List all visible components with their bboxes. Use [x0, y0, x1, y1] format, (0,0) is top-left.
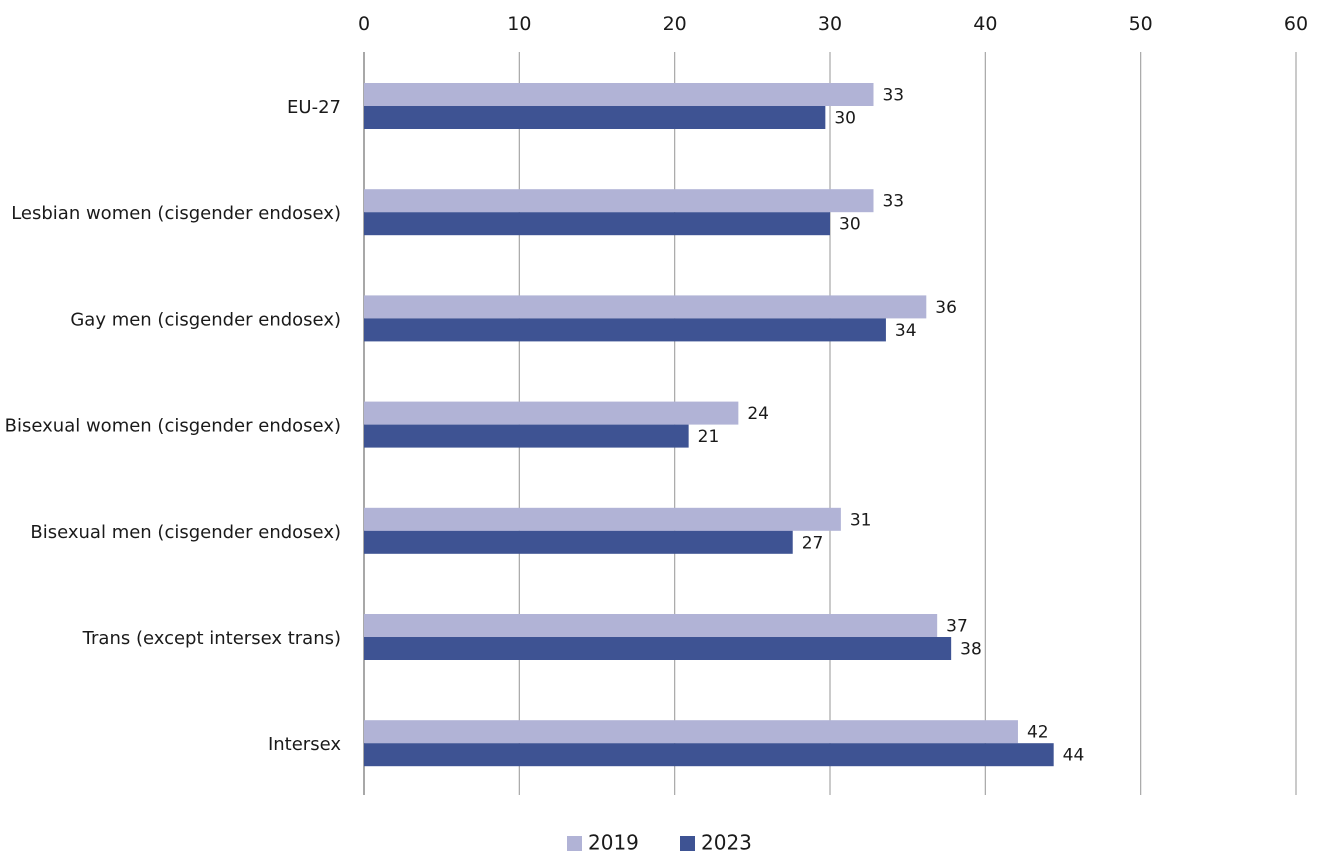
data-label: 38 [960, 640, 982, 660]
bar-2019[interactable] [364, 720, 1018, 744]
category-label: Trans (except intersex trans) [82, 628, 341, 649]
legend-swatch-2019 [567, 836, 582, 851]
data-label: 36 [935, 298, 957, 318]
data-label: 37 [946, 617, 968, 637]
data-label: 42 [1027, 723, 1049, 743]
bar-2019[interactable] [364, 401, 739, 425]
bar-2019[interactable] [364, 507, 841, 531]
bar-2019[interactable] [364, 189, 874, 213]
legend-label: 2023 [701, 831, 752, 855]
category-label: Lesbian women (cisgender endosex) [11, 203, 341, 224]
category-label: Intersex [268, 734, 341, 755]
bar-2019[interactable] [364, 614, 938, 637]
bar-2023[interactable] [364, 424, 689, 448]
x-tick-label: 50 [1129, 13, 1153, 35]
x-tick-label: 60 [1284, 13, 1308, 35]
x-tick-label: 10 [507, 13, 531, 35]
category-label: EU-27 [287, 97, 341, 118]
x-tick-label: 30 [818, 13, 842, 35]
bar-2023[interactable] [364, 530, 793, 554]
data-label: 27 [802, 533, 824, 553]
data-label: 21 [698, 427, 720, 447]
legend-swatch-2023 [680, 836, 695, 851]
category-label: Gay men (cisgender endosex) [70, 309, 341, 330]
bar-2019[interactable] [364, 83, 874, 106]
bar-2023[interactable] [364, 212, 830, 236]
bar-2019[interactable] [364, 295, 927, 319]
x-tick-label: 20 [663, 13, 687, 35]
category-label: Bisexual women (cisgender endosex) [5, 416, 341, 437]
legend-label: 2019 [588, 831, 639, 855]
data-label: 44 [1063, 746, 1085, 766]
bar-2023[interactable] [364, 743, 1054, 767]
data-label: 24 [747, 404, 769, 424]
x-tick-label: 40 [973, 13, 997, 35]
data-label: 33 [882, 86, 904, 106]
data-label: 33 [882, 192, 904, 212]
bar-2023[interactable] [364, 318, 886, 342]
data-label: 30 [839, 215, 861, 235]
data-label: 34 [895, 321, 917, 341]
data-label: 31 [850, 510, 872, 530]
category-label: Bisexual men (cisgender endosex) [30, 522, 341, 543]
data-label: 30 [834, 109, 856, 129]
bar-2023[interactable] [364, 637, 952, 660]
x-tick-label: 0 [358, 13, 370, 35]
bar-2023[interactable] [364, 106, 826, 129]
